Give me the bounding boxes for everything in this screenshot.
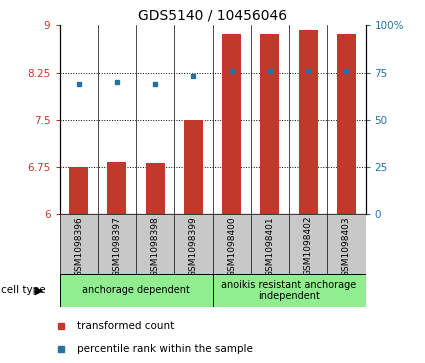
- Bar: [260, 34, 280, 214]
- Text: GSM1098398: GSM1098398: [150, 216, 160, 277]
- Text: GSM1098396: GSM1098396: [74, 216, 83, 277]
- Bar: [136, 214, 174, 274]
- Bar: [212, 214, 251, 274]
- Bar: [222, 34, 241, 214]
- Bar: [98, 214, 136, 274]
- Bar: [251, 214, 289, 274]
- Bar: [337, 34, 356, 214]
- Bar: [145, 163, 164, 214]
- Bar: [69, 167, 88, 214]
- Bar: [60, 214, 98, 274]
- Bar: [174, 214, 212, 274]
- Text: GSM1098397: GSM1098397: [112, 216, 122, 277]
- Text: transformed count: transformed count: [77, 321, 174, 331]
- Text: GSM1098402: GSM1098402: [303, 216, 313, 277]
- Title: GDS5140 / 10456046: GDS5140 / 10456046: [138, 9, 287, 23]
- Bar: [327, 214, 366, 274]
- Bar: [298, 30, 317, 214]
- Text: GSM1098403: GSM1098403: [342, 216, 351, 277]
- Bar: [184, 120, 203, 214]
- Bar: [289, 214, 327, 274]
- Text: anoikis resistant anchorage
independent: anoikis resistant anchorage independent: [221, 280, 357, 301]
- Bar: [212, 274, 366, 307]
- Bar: [60, 274, 212, 307]
- Text: anchorage dependent: anchorage dependent: [82, 285, 190, 295]
- Text: GSM1098399: GSM1098399: [189, 216, 198, 277]
- Text: ▶: ▶: [35, 285, 44, 295]
- Text: GSM1098401: GSM1098401: [265, 216, 275, 277]
- Text: GSM1098400: GSM1098400: [227, 216, 236, 277]
- Text: percentile rank within the sample: percentile rank within the sample: [77, 344, 253, 354]
- Text: cell type: cell type: [1, 285, 45, 295]
- Bar: [107, 162, 127, 214]
